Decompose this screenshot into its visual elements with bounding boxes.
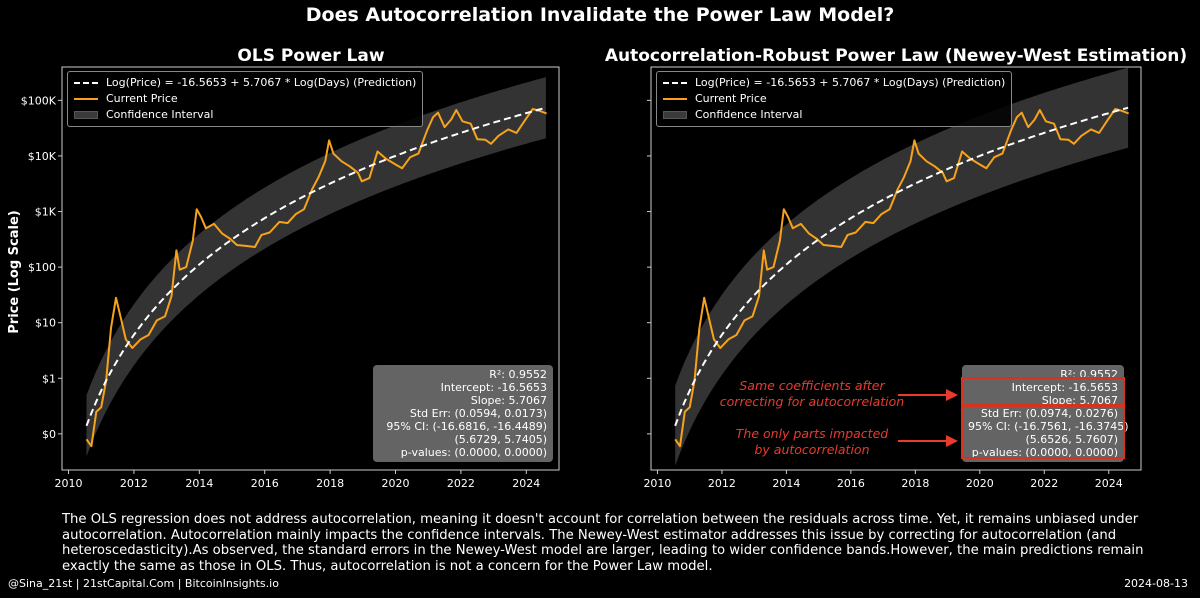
stat-std-err: Std Err: (0.0974, 0.0276) bbox=[980, 407, 1118, 420]
stat-intercept: Intercept: -16.5653 bbox=[1011, 381, 1118, 394]
caption-text: The OLS regression does not address auto… bbox=[62, 512, 1144, 574]
stat-ci95b: (5.6526, 5.7607) bbox=[1025, 433, 1118, 446]
stat-pvalues: p-values: (0.0000, 0.0000) bbox=[971, 446, 1118, 459]
prediction-line bbox=[85, 106, 547, 427]
coefficients-highlight bbox=[961, 377, 1125, 407]
confidence-band bbox=[86, 77, 546, 457]
x-tick-label: 2014 bbox=[185, 477, 213, 490]
newey-west-plot-area: 2010 2012 2014 2016 2018 2020 2022 2024 bbox=[643, 67, 1130, 490]
y-tick-label: $0 bbox=[42, 428, 56, 441]
legend-prediction: Log(Price) = -16.5653 + 5.7067 * Log(Day… bbox=[695, 76, 1006, 89]
stat-ci95: 95% CI: (-16.6816, -16.4489) bbox=[386, 420, 547, 433]
stat-pvalues: p-values: (0.0000, 0.0000) bbox=[400, 446, 547, 459]
x-tick-label: 2020 bbox=[966, 477, 994, 490]
ols-plot-area: 2010 2012 2014 2016 2018 2020 2022 2024 $0 $1 $10 $… bbox=[21, 77, 547, 490]
y-tick-label: $100 bbox=[28, 261, 56, 274]
ols-stats-box: R²: 0.9552 Intercept: -16.5653 Slope: 5.… bbox=[373, 365, 553, 462]
x-tick-label: 2014 bbox=[772, 477, 800, 490]
ols-legend: Log(Price) = -16.5653 + 5.7067 * Log(Day… bbox=[67, 71, 424, 127]
price-swatch bbox=[74, 98, 98, 100]
x-tick-label: 2010 bbox=[643, 477, 671, 490]
ci-swatch bbox=[74, 111, 98, 119]
price-line bbox=[85, 108, 547, 448]
legend-ci: Confidence Interval bbox=[106, 108, 214, 121]
y-tick-label: $1K bbox=[35, 206, 57, 219]
x-tick-label: 2012 bbox=[120, 477, 148, 490]
ci-swatch bbox=[663, 111, 687, 119]
annotation-impacted: The only parts impacted by autocorrelati… bbox=[722, 426, 902, 458]
x-tick-label: 2020 bbox=[382, 477, 410, 490]
legend-price: Current Price bbox=[106, 92, 178, 105]
annotation-impacted-line1: The only parts impacted bbox=[735, 426, 889, 441]
x-tick-label: 2018 bbox=[316, 477, 344, 490]
y-tick-label: $10 bbox=[35, 317, 56, 330]
newey-west-legend: Log(Price) = -16.5653 + 5.7067 * Log(Day… bbox=[656, 71, 1013, 127]
y-axis-label: Price (Log Scale) bbox=[7, 210, 22, 334]
x-tick-label: 2010 bbox=[55, 477, 83, 490]
stat-std-err: Std Err: (0.0594, 0.0173) bbox=[409, 407, 547, 420]
annotation-arrows bbox=[898, 389, 958, 447]
stat-r2: R²: 0.9552 bbox=[489, 368, 547, 381]
x-tick-label: 2016 bbox=[251, 477, 279, 490]
price-line bbox=[674, 108, 1130, 448]
legend-price: Current Price bbox=[695, 92, 767, 105]
x-tick-label: 2024 bbox=[1095, 477, 1123, 490]
newey-west-panel-title: Autocorrelation-Robust Power Law (Newey-… bbox=[605, 46, 1187, 66]
x-tick-label: 2024 bbox=[512, 477, 540, 490]
prediction-line bbox=[674, 106, 1129, 427]
footer-date: 2024-08-13 bbox=[1124, 577, 1188, 590]
prediction-swatch bbox=[663, 82, 687, 84]
y-tick-label: $10K bbox=[28, 150, 57, 163]
footer-credits: @Sina_21st | 21stCapital.Com | BitcoinIn… bbox=[8, 577, 279, 590]
annotation-impacted-line2: by autocorrelation bbox=[754, 442, 870, 457]
newey-west-stats-box: R²: 0.9552 Intercept: -16.5653 Slope: 5.… bbox=[962, 365, 1129, 462]
x-tick-label: 2022 bbox=[1030, 477, 1058, 490]
figure-title: Does Autocorrelation Invalidate the Powe… bbox=[305, 4, 895, 26]
prediction-swatch bbox=[74, 82, 98, 84]
stat-slope: Slope: 5.7067 bbox=[470, 394, 547, 407]
y-tick-label: $100K bbox=[21, 94, 57, 107]
annotation-coefficients-line2: correcting for autocorrelation bbox=[719, 394, 905, 409]
legend-prediction: Log(Price) = -16.5653 + 5.7067 * Log(Day… bbox=[106, 76, 417, 89]
annotation-coefficients: Same coefficients after correcting for a… bbox=[712, 378, 912, 410]
y-tick-label: $1 bbox=[42, 372, 56, 385]
stat-intercept: Intercept: -16.5653 bbox=[440, 381, 547, 394]
x-tick-label: 2016 bbox=[837, 477, 865, 490]
price-swatch bbox=[663, 98, 687, 100]
x-tick-label: 2018 bbox=[901, 477, 929, 490]
arrow-coefficients-head bbox=[946, 389, 958, 401]
x-tick-label: 2022 bbox=[447, 477, 475, 490]
legend-ci: Confidence Interval bbox=[695, 108, 803, 121]
stat-ci95b: (5.6729, 5.7405) bbox=[454, 433, 547, 446]
x-tick-label: 2012 bbox=[708, 477, 736, 490]
confidence-band bbox=[675, 67, 1129, 466]
stat-ci95: 95% CI: (-16.7561, -16.3745) bbox=[968, 420, 1129, 433]
impacted-highlight bbox=[961, 404, 1125, 459]
annotation-coefficients-line1: Same coefficients after bbox=[739, 378, 885, 393]
stat-slope: Slope: 5.7067 bbox=[1041, 394, 1118, 407]
ols-panel-title: OLS Power Law bbox=[237, 46, 384, 66]
arrow-impacted-head bbox=[946, 435, 958, 447]
